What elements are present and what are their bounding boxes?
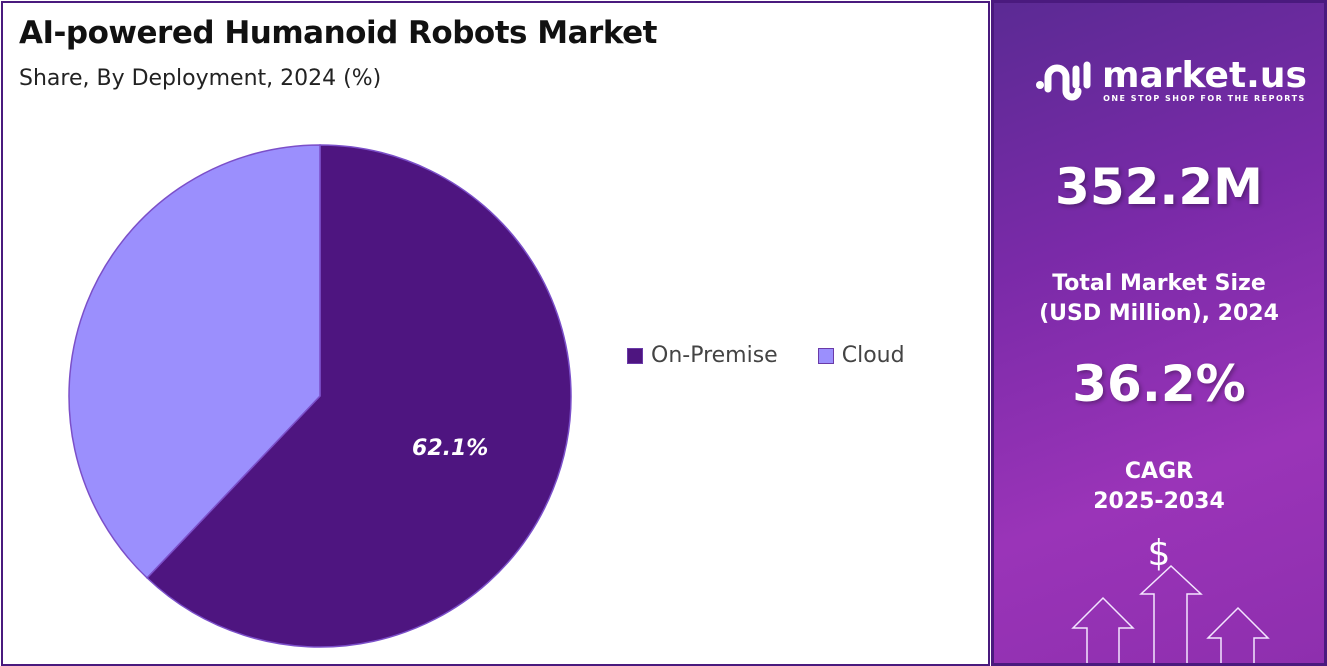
pie-slice-cloud — [68, 144, 321, 579]
legend-item-on-premise: On-Premise — [627, 343, 778, 368]
pie-slice-on-premise — [145, 144, 572, 648]
legend: On-Premise Cloud — [627, 343, 905, 368]
cagr-period: 2025-2034 — [1093, 489, 1225, 514]
legend-label: Cloud — [841, 343, 905, 368]
stats-sidebar: market.us ONE STOP SHOP FOR THE REPORTS … — [991, 0, 1327, 666]
legend-label: On-Premise — [651, 343, 778, 368]
cagr-value: 36.2% — [1072, 355, 1246, 413]
market-size-value: 352.2M — [1055, 158, 1263, 216]
legend-item-cloud: Cloud — [817, 343, 905, 368]
pie-chart: 62.1% — [68, 144, 572, 648]
chart-subtitle: Share, By Deployment, 2024 (%) — [19, 66, 382, 91]
legend-swatch — [817, 347, 834, 364]
market-size-label: Total Market Size — [1052, 271, 1266, 296]
brand-tagline: ONE STOP SHOP FOR THE REPORTS — [1103, 93, 1306, 103]
cagr-label: CAGR — [1124, 459, 1194, 484]
brand-name: market.us — [1102, 54, 1307, 96]
brand-logo: market.us ONE STOP SHOP FOR THE REPORTS — [1034, 55, 1307, 105]
market-us-logo-icon — [1036, 61, 1091, 101]
legend-swatch — [627, 347, 643, 364]
dollar-icon: $ — [1147, 533, 1171, 574]
market-size-label-year: (USD Million), 2024 — [1039, 301, 1279, 326]
chart-panel: AI-powered Humanoid Robots Market Share,… — [1, 1, 990, 666]
data-label: 62.1% — [412, 436, 488, 461]
growth-arrows-icon — [1071, 564, 1270, 663]
chart-title: AI-powered Humanoid Robots Market — [19, 15, 657, 51]
